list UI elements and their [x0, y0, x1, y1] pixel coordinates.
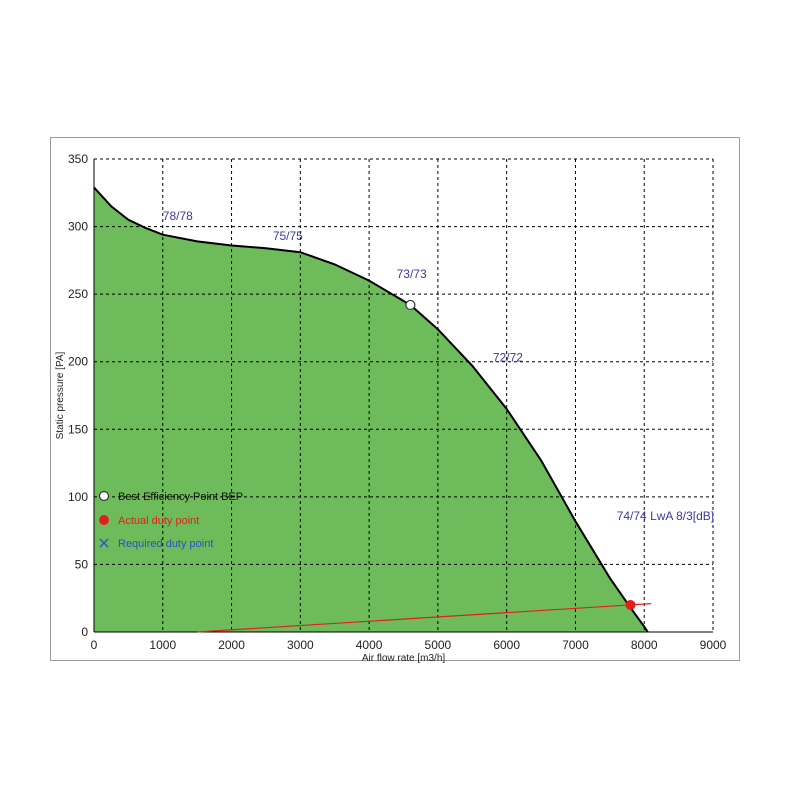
x-tick-label: 6000 [493, 638, 520, 652]
fan-curve-line [93, 186, 649, 633]
system-resistance-line [197, 603, 652, 633]
x-tick-label: 2000 [218, 638, 245, 652]
y-tick-label: 50 [75, 557, 89, 571]
x-tick-label: 1000 [149, 638, 176, 652]
legend-cross-icon [99, 538, 109, 548]
area-layer [94, 187, 648, 632]
x-tick-label: 5000 [425, 638, 452, 652]
curve-label: 72/72 [493, 351, 523, 365]
y-tick-label: 200 [68, 355, 88, 369]
legend-label: Required duty point [118, 538, 213, 550]
curve-label: 74/74 LwA 8/3[dB] [617, 509, 714, 523]
y-tick-label: 300 [68, 220, 88, 234]
curve-label: 73/73 [397, 267, 427, 281]
y-tick-label: 150 [68, 422, 88, 436]
x-tick-label: 0 [91, 638, 98, 652]
y-tick-label: 350 [68, 152, 88, 166]
x-tick-label: 7000 [562, 638, 589, 652]
x-tick-label: 4000 [356, 638, 383, 652]
legend-label: Best Efficiency Point BEP [118, 491, 243, 503]
curve-label: 75/75 [273, 229, 303, 243]
x-tick-label: 9000 [700, 638, 727, 652]
axis-layer: 0 1000 2000 3000 4000 5000 6000 7000 8000 9000 0 50… [68, 152, 727, 652]
y-tick-label: 250 [68, 287, 88, 301]
legend: Best Efficiency Point BEP Actual duty poi… [98, 490, 243, 550]
label-layer: 78/78 75/75 73/73 72/72 74/74 LwA 8/3[dB] [163, 209, 714, 523]
y-tick-label: 0 [81, 625, 88, 639]
x-tick-label: 3000 [287, 638, 314, 652]
operating-area-fill [94, 187, 648, 632]
legend-label: Actual duty point [118, 515, 199, 527]
x-tick-label: 8000 [631, 638, 658, 652]
marks-layer [93, 186, 652, 633]
x-axis-title: Air flow rate [m3/h] [362, 653, 446, 664]
best-efficiency-point [405, 299, 416, 311]
y-tick-label: 100 [68, 490, 88, 504]
y-axis-title: Static pressure [PA] [55, 351, 66, 439]
legend-filled-circle-icon [99, 515, 109, 525]
curve-label: 78/78 [163, 209, 193, 223]
actual-duty-point [625, 599, 636, 610]
legend-open-circle-icon [98, 490, 110, 502]
